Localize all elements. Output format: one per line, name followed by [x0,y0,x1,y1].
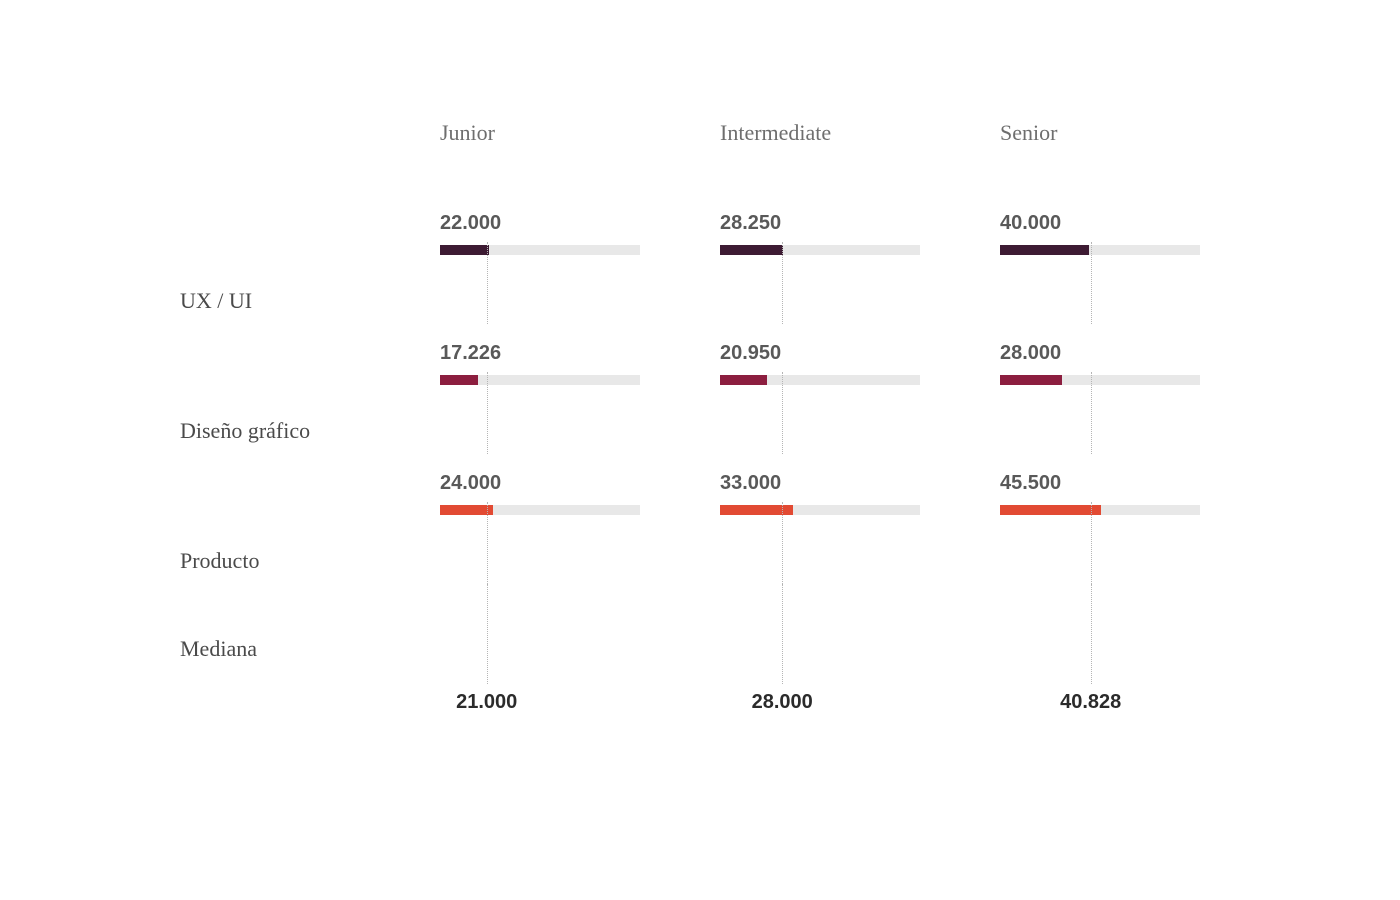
bar-track [1000,245,1200,255]
column-header-junior: Junior [440,120,720,194]
median-value: 21.000 [456,691,517,714]
cell-producto-senior: 45.500 [1000,454,1280,584]
chart-grid: Junior Intermediate Senior UX / UI 22.00… [180,120,1260,714]
bar-fill [440,375,478,385]
bar-fill [440,505,493,515]
corner-spacer [180,120,440,194]
bar-track [440,375,640,385]
row-label-producto: Producto [180,454,440,584]
bar-fill [1000,505,1101,515]
median-line [1091,372,1092,454]
median-row-label: Mediana [180,584,440,714]
bar-fill [440,245,489,255]
median-line [1091,584,1092,684]
column-header-senior: Senior [1000,120,1280,194]
median-value: 40.828 [1060,691,1121,714]
median-line [782,372,783,454]
bar-track [720,505,920,515]
bar-fill [720,245,783,255]
median-line [487,372,488,454]
salary-chart: Junior Intermediate Senior UX / UI 22.00… [180,120,1260,714]
cell-diseno-intermediate: 20.950 [720,324,1000,454]
median-value: 28.000 [752,691,813,714]
bar-fill [720,375,767,385]
value-label: 28.250 [720,212,1000,235]
median-line [782,242,783,324]
cell-producto-junior: 24.000 [440,454,720,584]
value-label: 24.000 [440,472,720,495]
median-line [782,502,783,584]
value-label: 33.000 [720,472,1000,495]
row-label-diseno: Diseño gráfico [180,324,440,454]
bar-fill [1000,245,1089,255]
median-line [1091,242,1092,324]
cell-uxui-senior: 40.000 [1000,194,1280,324]
bar-track [1000,375,1200,385]
bar-track [440,505,640,515]
median-cell-senior: 40.828 [1000,584,1280,714]
median-cell-intermediate: 28.000 [720,584,1000,714]
cell-diseno-senior: 28.000 [1000,324,1280,454]
value-label: 45.500 [1000,472,1280,495]
cell-uxui-intermediate: 28.250 [720,194,1000,324]
value-label: 22.000 [440,212,720,235]
median-line [487,584,488,684]
median-line [782,584,783,684]
cell-uxui-junior: 22.000 [440,194,720,324]
bar-track [720,375,920,385]
median-line [487,502,488,584]
value-label: 28.000 [1000,342,1280,365]
median-line [487,242,488,324]
median-cell-junior: 21.000 [440,584,720,714]
bar-track [1000,505,1200,515]
row-label-uxui: UX / UI [180,194,440,324]
value-label: 17.226 [440,342,720,365]
bar-track [440,245,640,255]
cell-diseno-junior: 17.226 [440,324,720,454]
bar-fill [1000,375,1062,385]
median-line [1091,502,1092,584]
value-label: 20.950 [720,342,1000,365]
value-label: 40.000 [1000,212,1280,235]
cell-producto-intermediate: 33.000 [720,454,1000,584]
bar-track [720,245,920,255]
column-header-intermediate: Intermediate [720,120,1000,194]
